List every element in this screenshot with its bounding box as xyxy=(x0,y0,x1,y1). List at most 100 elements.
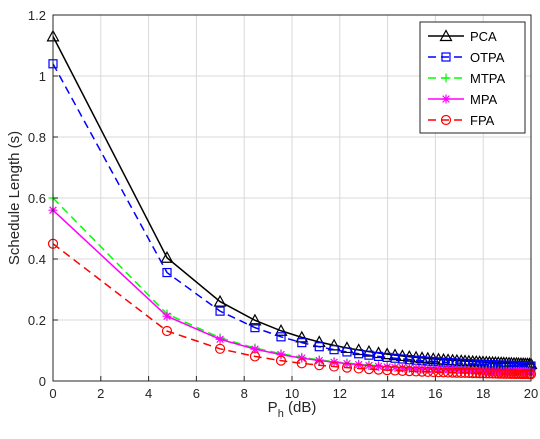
data-point-fpa xyxy=(416,366,428,377)
data-point-fpa xyxy=(463,367,474,379)
data-point-mpa xyxy=(390,362,400,372)
data-point-otpa xyxy=(314,342,324,352)
legend-item-pca: PCA xyxy=(428,29,497,44)
data-point-mpa xyxy=(417,364,427,374)
data-point-fpa xyxy=(493,368,504,379)
data-point-otpa xyxy=(162,267,172,278)
x-axis-title-main: P xyxy=(268,399,278,416)
data-point-fpa xyxy=(389,365,401,376)
data-point-fpa xyxy=(474,368,485,379)
data-point-fpa xyxy=(428,366,439,378)
data-point-otpa xyxy=(250,323,260,333)
data-point-mpa xyxy=(428,364,438,374)
legend-label: OTPA xyxy=(470,50,505,65)
data-point-mpa xyxy=(374,361,384,371)
ticks: 0 2 4 6 8 10 12 14 16 18 20 0 0.2 0.4 0.6 0.8 1 1.2 xyxy=(28,8,538,401)
y-tick-label: 1 xyxy=(39,69,46,84)
legend-label: FPA xyxy=(470,113,495,128)
data-point-fpa xyxy=(422,366,433,377)
x-tick-label: 0 xyxy=(49,386,56,401)
data-point-mpa xyxy=(439,365,449,375)
data-point-fpa xyxy=(249,351,261,362)
legend-label: PCA xyxy=(470,29,497,44)
x-tick-label: 20 xyxy=(524,386,538,401)
legend-box xyxy=(419,21,526,134)
data-point-fpa xyxy=(353,363,364,374)
y-axis-title: Schedule Length (s) xyxy=(6,131,23,265)
data-point-otpa xyxy=(364,350,374,360)
legend-item-otpa: OTPA xyxy=(428,50,505,65)
y-tick-label: 0.4 xyxy=(28,252,46,267)
data-point-otpa xyxy=(215,306,225,316)
data-point-fpa xyxy=(459,367,471,379)
data-point-mpa xyxy=(397,363,407,373)
x-tick-label: 8 xyxy=(241,386,248,401)
data-point-fpa xyxy=(451,367,463,378)
data-point-fpa xyxy=(456,367,467,378)
data-point-mpa xyxy=(297,353,307,363)
data-point-fpa xyxy=(382,365,393,376)
legend-label: MTPA xyxy=(470,71,505,86)
data-point-mpa xyxy=(215,334,225,344)
legend-swatch-marker xyxy=(441,52,451,62)
data-point-fpa xyxy=(467,368,478,379)
data-point-fpa xyxy=(498,368,509,379)
y-tick-label: 0 xyxy=(39,374,46,389)
data-point-mpa xyxy=(404,363,414,373)
data-point-pca xyxy=(160,250,174,263)
data-point-fpa xyxy=(496,368,507,379)
data-point-otpa xyxy=(329,345,339,355)
legend: PCA OTPA MTPA MPA FPA xyxy=(419,21,526,134)
legend-swatch-marker xyxy=(441,94,451,104)
data-point-otpa xyxy=(342,347,352,357)
data-point-fpa xyxy=(296,358,307,369)
legend-swatch-marker xyxy=(439,29,453,42)
x-tick-label: 12 xyxy=(333,386,347,401)
y-tick-label: 0.6 xyxy=(28,191,46,206)
legend-item-fpa: FPA xyxy=(428,113,495,128)
data-point-otpa xyxy=(276,332,286,342)
data-point-fpa xyxy=(161,325,173,337)
data-point-mpa xyxy=(423,364,433,374)
series-layer xyxy=(46,29,538,380)
data-point-mpa xyxy=(364,361,374,371)
data-point-mpa xyxy=(382,362,392,372)
x-tick-label: 16 xyxy=(428,386,442,401)
data-point-fpa xyxy=(471,368,482,379)
data-point-mpa xyxy=(276,350,286,360)
data-point-fpa xyxy=(214,343,226,354)
x-tick-label: 14 xyxy=(380,386,394,401)
data-point-otpa xyxy=(373,351,384,361)
data-point-fpa xyxy=(410,366,422,377)
data-point-fpa xyxy=(341,362,353,373)
data-point-fpa xyxy=(397,365,408,376)
x-tick-label: 2 xyxy=(97,386,104,401)
y-tick-label: 0.2 xyxy=(28,313,46,328)
x-tick-label: 6 xyxy=(193,386,200,401)
legend-item-mpa: MPA xyxy=(428,92,498,107)
data-point-mpa xyxy=(443,365,453,375)
legend-item-mtpa: MTPA xyxy=(428,71,505,86)
x-tick-label: 10 xyxy=(285,386,299,401)
y-tick-label: 1.2 xyxy=(28,8,46,23)
data-point-fpa xyxy=(275,355,287,366)
data-point-mpa xyxy=(250,344,260,354)
y-tick-label: 0.8 xyxy=(28,130,46,145)
x-tick-label: 4 xyxy=(145,386,152,401)
data-point-fpa xyxy=(328,361,340,372)
data-point-mpa xyxy=(162,311,172,321)
x-tick-label: 18 xyxy=(476,386,490,401)
x-axis-title-unit: (dB) xyxy=(284,399,317,416)
data-point-pca xyxy=(274,324,288,336)
data-point-pca xyxy=(327,338,341,351)
x-axis-title: Ph (dB) xyxy=(268,399,317,420)
data-point-otpa xyxy=(354,349,364,359)
data-point-fpa xyxy=(314,360,325,371)
legend-swatch-marker xyxy=(441,73,451,83)
data-point-mpa xyxy=(434,365,444,375)
x-axis-title-subscript: h xyxy=(278,408,284,420)
legend-swatch-marker xyxy=(440,114,452,126)
data-point-mpa xyxy=(354,360,364,370)
data-point-mpa xyxy=(411,364,421,374)
